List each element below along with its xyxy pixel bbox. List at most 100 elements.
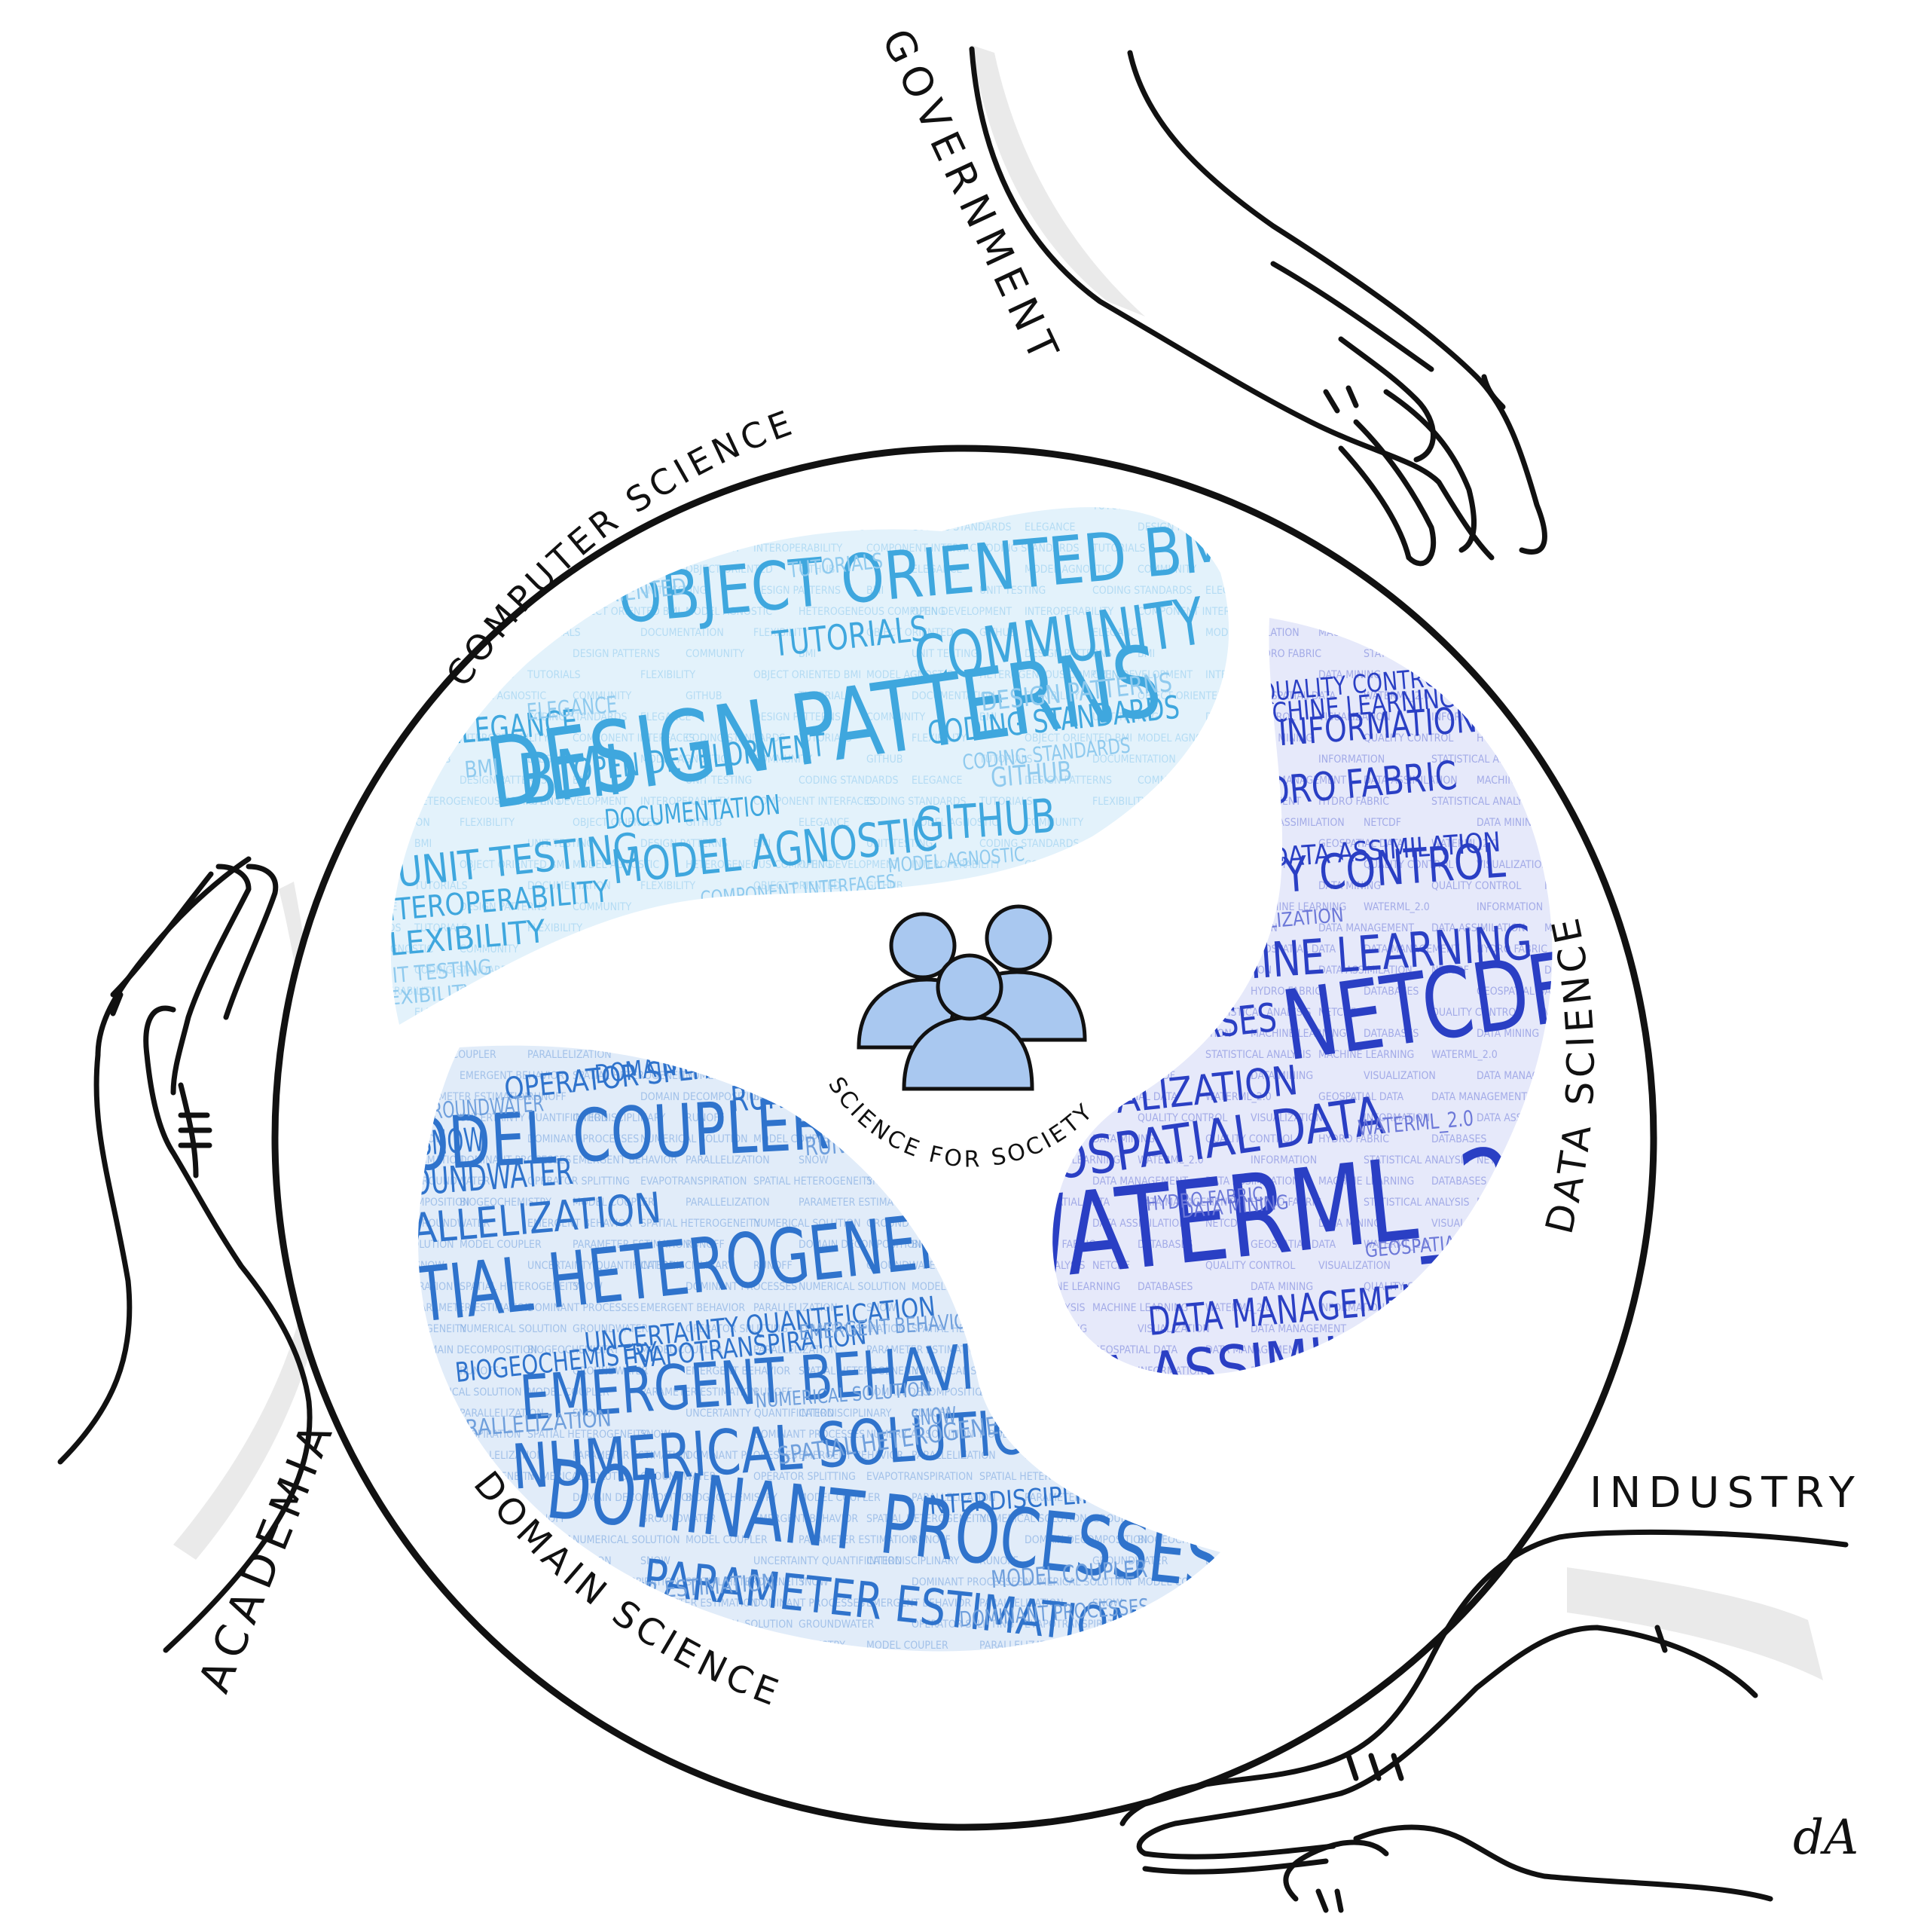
- cloud-filler-word: MACHINE LEARNING: [1477, 648, 1572, 660]
- cloud-filler-word: GEOSPATIAL DATA: [1025, 1197, 1110, 1209]
- cloud-filler-word: DOCUMENTATION: [1092, 754, 1176, 766]
- cloud-word: BMI: [463, 754, 499, 784]
- cloud-filler-word: DOMAIN DECOMPOSITION: [640, 1091, 763, 1103]
- cloud-filler-word: ELEGANCE: [1205, 585, 1257, 597]
- cloud-filler-word: DATA ASSIMILATION: [1318, 964, 1413, 977]
- cloud-filler-word: STATISTICAL ANALYSIS: [1431, 796, 1538, 808]
- cloud-filler-word: COMMUNITY: [1590, 690, 1648, 702]
- cloud-filler-word: MODEL COUPLER: [414, 500, 496, 512]
- cloud-filler-word: NUMERICAL SOLUTION: [460, 1323, 567, 1335]
- cloud-filler-word: GITHUB: [414, 627, 451, 639]
- cloud-filler-word: OPEN DEVELOPMENT: [1477, 479, 1577, 491]
- cloud-filler-word: VISUALIZATION: [1544, 1555, 1617, 1567]
- cloud-filler-word: INTEROPERABILITY: [912, 859, 1001, 871]
- cloud-filler-word: OBJECT ORIENTED: [753, 880, 841, 892]
- cloud-filler-word: DATABASES: [301, 754, 356, 766]
- cloud-filler-word: ELEGANCE: [1025, 521, 1076, 533]
- cloud-filler-word: PARALLELIZATION: [301, 711, 386, 723]
- cloud-filler-word: PARAMETER ESTIMATION: [573, 1239, 690, 1251]
- cloud-filler-word: GEOSPATIAL DATA: [1544, 1682, 1629, 1694]
- cloud-filler-word: ELEGANCE: [527, 754, 579, 766]
- cloud-filler-word: RUNOFF: [527, 1091, 567, 1103]
- cloud-filler-word: WATERML_2.0: [1431, 1049, 1498, 1061]
- domain-science-shape: [418, 1045, 1221, 1652]
- cloud-filler-word: CODING STANDARDS: [1544, 1555, 1644, 1567]
- cloud-filler-word: NUMERICAL SOLUTION: [979, 1513, 1087, 1525]
- cloud-filler-word: MODEL AGNOSTIC: [1251, 479, 1337, 491]
- cloud-filler-word: DESIGN PATTERNS: [301, 1597, 389, 1609]
- cloud-filler-word: SNOW: [866, 1302, 896, 1314]
- cloud-filler-word: FLEXIBILITY: [527, 922, 582, 934]
- cloud-filler-word: DATABASES: [1138, 1239, 1193, 1251]
- cloud-filler-word: UNIT TESTING: [1544, 458, 1611, 470]
- cloud-filler-word: NETCDF: [1477, 606, 1514, 618]
- cloud-filler-word: SPATIAL HETEROGENEITY: [1590, 1661, 1709, 1673]
- cloud-filler-word: TUTORIALS: [1092, 500, 1146, 512]
- cloud-filler-word: SNOW: [414, 1260, 444, 1272]
- cloud-filler-word: CODING STANDARDS: [1544, 711, 1644, 723]
- cloud-filler-word: VISUALIZATION: [347, 479, 419, 491]
- cloud-filler-word: INTERDISCIPLINARY: [799, 1408, 892, 1420]
- cloud-filler-word: DATA MINING: [1318, 880, 1381, 892]
- cloud-filler-word: DATA MANAGEMENT: [1364, 943, 1459, 955]
- cloud-filler-word: WATERML_2.0: [301, 458, 368, 470]
- cloud-filler-word: DESIGN PATTERNS: [301, 585, 389, 597]
- cloud-filler-word: NUMERICAL SOLUTION: [1544, 669, 1652, 681]
- cloud-filler-word: HYDRO FABRIC: [1544, 543, 1615, 555]
- cloud-filler-word: DOMINANT PROCESSES: [301, 1555, 413, 1567]
- cloud-filler-word: SNOW: [347, 564, 377, 576]
- cloud-filler-word: DATA ASSIMILATION: [1590, 521, 1684, 533]
- cloud-filler-word: NETCDF: [1477, 1703, 1514, 1715]
- cloud-filler-word: DATABASES: [1431, 1175, 1486, 1188]
- cloud-filler-word: GROUNDWATER: [347, 479, 423, 491]
- cloud-filler-word: RUNOFF: [301, 796, 341, 808]
- cloud-filler-word: DATA MANAGEMENT: [1205, 1344, 1301, 1356]
- cloud-filler-word: QUALITY CONTROL: [301, 500, 391, 512]
- cloud-filler-word: DOMAIN DECOMPOSITION: [799, 1239, 921, 1251]
- cloud-filler-word: DATA ASSIMILATION: [1431, 922, 1526, 934]
- cloud-filler-word: WATERML_2.0: [1364, 690, 1430, 702]
- cloud-filler-word: SPATIAL HETEROGENEITY: [1590, 564, 1709, 576]
- cloud-filler-word: COMPONENT INTERFACES: [301, 669, 423, 681]
- cloud-filler-word: BMI: [1431, 458, 1449, 470]
- cloud-filler-word: RUNOFF: [686, 1239, 725, 1251]
- cloud-filler-word: UNCERTAINTY QUANTIFICATION: [686, 1408, 834, 1420]
- cloud-filler-word: DATABASES: [1590, 732, 1645, 744]
- cloud-filler-word: DATA MINING: [1092, 1133, 1155, 1145]
- cloud-filler-word: SPATIAL HETEROGENEITY: [301, 1682, 421, 1694]
- cloud-filler-word: PARAMETER ESTIMATION: [1544, 585, 1662, 597]
- cloud-filler-word: MODEL COUPLER: [753, 1133, 835, 1145]
- cloud-filler-word: MODEL AGNOSTIC: [414, 1682, 501, 1694]
- cloud-filler-word: OBJECT ORIENTED: [301, 754, 389, 766]
- cloud-filler-word: EVAPOTRANSPIRATION: [1544, 711, 1651, 723]
- cloud-filler-word: EMERGENT BEHAVIOR: [866, 1597, 971, 1609]
- cloud-filler-word: EVAPOTRANSPIRATION: [640, 1175, 747, 1188]
- cloud-filler-word: OPEN DEVELOPMENT: [799, 859, 899, 871]
- cloud-filler-word: DOMINANT PROCESSES: [912, 1576, 1023, 1588]
- cloud-filler-word: DATA MANAGEMENT: [1590, 690, 1685, 702]
- cloud-filler-word: MODEL COUPLER: [527, 1386, 609, 1399]
- cloud-filler-word: DESIGN PATTERNS: [1590, 1661, 1677, 1673]
- cloud-filler-word: BMI: [414, 838, 432, 850]
- cloud-filler-word: DATABASES: [1590, 775, 1645, 787]
- cloud-filler-word: UNIT TESTING: [640, 585, 707, 597]
- cloud-filler-word: STATISTICAL ANALYSIS: [460, 521, 566, 533]
- cloud-filler-word: GROUNDWATER: [347, 521, 423, 533]
- cloud-filler-word: OBJECT ORIENTED BMI: [301, 543, 409, 555]
- cloud-filler-word: HYDRO FABRIC: [1251, 1197, 1321, 1209]
- cloud-filler-word: DESIGN PATTERNS: [301, 458, 389, 470]
- cloud-filler-word: DATABASES: [1364, 986, 1419, 998]
- cloud-filler-word: DESIGN PATTERNS: [460, 775, 547, 787]
- cloud-filler-word: BIOGEOCHEMISTRY: [527, 1344, 619, 1356]
- cloud-filler-word: DESIGN PATTERNS: [753, 711, 841, 723]
- data-science-shape: [1052, 618, 1553, 1376]
- cloud-filler-word: BIOGEOCHEMISTRY: [460, 1197, 551, 1209]
- cloud-filler-word: NUMERICAL SOLUTION: [1590, 1703, 1697, 1715]
- cloud-filler-word: DATA ASSIMILATION: [301, 543, 396, 555]
- cloud-filler-word: GEOSPATIAL DATA: [1251, 1239, 1336, 1251]
- cloud-filler-word: OBJECT ORIENTED BMI: [1025, 732, 1132, 744]
- academia-hand: [57, 856, 313, 1653]
- cloud-filler-word: MACHINE LEARNING: [1251, 1028, 1346, 1040]
- cloud-filler-word: GITHUB: [347, 1576, 383, 1588]
